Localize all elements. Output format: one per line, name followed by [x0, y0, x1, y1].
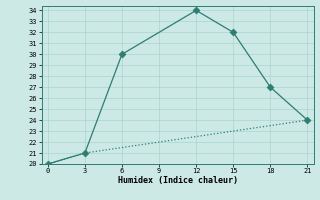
X-axis label: Humidex (Indice chaleur): Humidex (Indice chaleur): [118, 176, 237, 185]
